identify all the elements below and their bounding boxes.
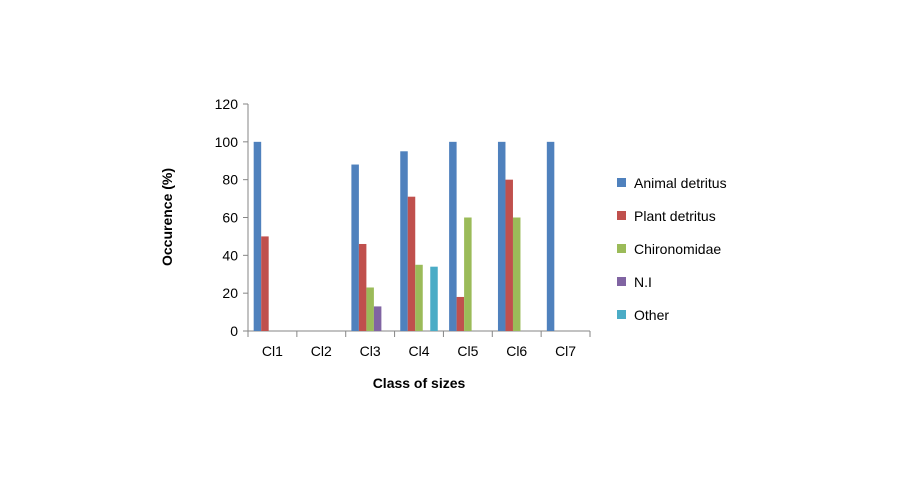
- bar-cl5-series-1: [456, 296, 465, 331]
- legend-entry-label: Chironomidae: [634, 241, 721, 257]
- legend-swatch: [617, 211, 626, 220]
- y-axis-title: Occurence (%): [159, 168, 175, 266]
- bar-cl1-series-1: [261, 236, 269, 331]
- bar-cl4-series-4: [430, 266, 438, 331]
- bar-cl6-series-0: [497, 141, 506, 331]
- y-tick-label: 100: [215, 134, 239, 150]
- y-tick-label: 20: [222, 285, 238, 301]
- bar-cl3-series-0: [351, 164, 359, 331]
- y-tick-label: 80: [222, 172, 238, 188]
- y-tick-label: 120: [215, 96, 239, 112]
- bar-cl7-series-0: [546, 141, 555, 331]
- x-tick-label: Cl5: [457, 343, 478, 359]
- legend-swatch: [617, 310, 626, 319]
- y-tick-label: 60: [222, 210, 238, 226]
- x-tick-label: Cl3: [360, 343, 381, 359]
- x-tick-label: Cl7: [555, 343, 576, 359]
- y-axis: 0 20 40 60 80 100 120: [215, 96, 249, 339]
- bar-cl6-series-1: [505, 179, 513, 331]
- bar-cl4-series-2: [415, 264, 423, 331]
- x-tick-label: Cl1: [262, 343, 283, 359]
- legend-swatch: [617, 244, 626, 253]
- legend-swatch: [617, 178, 626, 187]
- bars: [253, 141, 555, 331]
- bar-cl3-series-1: [358, 243, 367, 331]
- legend-entry-label: Plant detritus: [634, 208, 716, 224]
- legend-entry-label: N.I: [634, 274, 652, 290]
- bar-cl6-series-2: [512, 217, 521, 331]
- x-axis-title: Class of sizes: [373, 375, 466, 391]
- bar-cl4-series-0: [400, 151, 408, 331]
- x-tick-label: Cl2: [311, 343, 332, 359]
- bar-cl3-series-2: [366, 287, 374, 331]
- bar-cl3-series-3: [373, 306, 382, 331]
- legend: Animal detritus Plant detritus Chironomida…: [617, 175, 727, 323]
- bar-cl4-series-1: [407, 196, 416, 331]
- y-tick-label: 0: [230, 323, 238, 339]
- x-tick-label: Cl4: [408, 343, 429, 359]
- legend-entry-label: Animal detritus: [634, 175, 727, 191]
- bar-cl5-series-0: [449, 141, 457, 331]
- legend-entry-label: Other: [634, 307, 669, 323]
- legend-swatch: [617, 277, 626, 286]
- y-tick-label: 40: [222, 247, 238, 263]
- bar-cl5-series-2: [464, 217, 472, 331]
- bar-cl1-series-0: [253, 141, 262, 331]
- x-axis: Cl1 Cl2 Cl3 Cl4 Cl5 Cl6 Cl7: [247, 330, 591, 359]
- x-tick-label: Cl6: [506, 343, 527, 359]
